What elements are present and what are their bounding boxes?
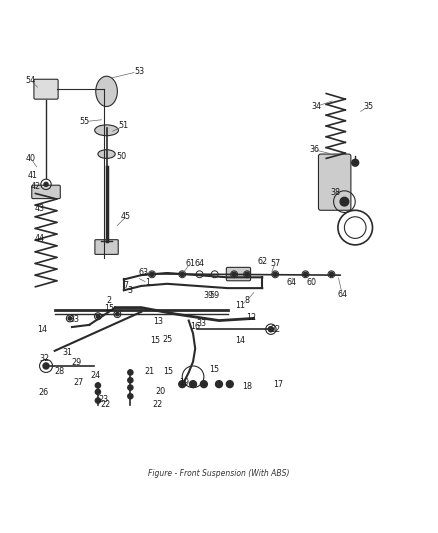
Text: 19: 19 [179, 378, 190, 387]
Text: 55: 55 [80, 117, 90, 126]
Text: 33: 33 [69, 315, 79, 324]
Text: 60: 60 [307, 278, 317, 287]
Text: 54: 54 [26, 76, 36, 85]
Text: 23: 23 [98, 395, 108, 404]
Text: 14: 14 [37, 325, 47, 334]
Text: 51: 51 [119, 122, 129, 131]
Circle shape [128, 394, 133, 399]
Text: 35: 35 [363, 102, 373, 111]
Text: 32: 32 [270, 325, 280, 334]
Text: 15: 15 [209, 365, 219, 374]
Text: 42: 42 [30, 182, 40, 191]
Text: 59: 59 [209, 292, 220, 301]
FancyBboxPatch shape [32, 185, 60, 199]
Circle shape [273, 272, 277, 277]
Text: 22: 22 [152, 400, 163, 408]
Circle shape [128, 378, 133, 383]
Text: 17: 17 [274, 379, 284, 389]
Circle shape [95, 398, 100, 403]
Text: 31: 31 [63, 348, 73, 357]
Text: 15: 15 [163, 367, 173, 376]
Text: 2: 2 [106, 296, 111, 305]
Text: 32: 32 [40, 354, 50, 362]
Text: Figure - Front Suspension (With ABS): Figure - Front Suspension (With ABS) [148, 470, 290, 479]
Text: 13: 13 [153, 317, 163, 326]
Circle shape [44, 182, 48, 187]
Text: 40: 40 [26, 154, 36, 163]
Circle shape [201, 381, 207, 387]
FancyBboxPatch shape [318, 154, 351, 211]
Text: 64: 64 [286, 278, 297, 287]
Circle shape [128, 370, 133, 375]
Text: 18: 18 [242, 382, 252, 391]
Circle shape [245, 272, 249, 277]
Text: 25: 25 [162, 335, 172, 344]
Text: 24: 24 [91, 371, 101, 380]
Text: 21: 21 [145, 367, 155, 376]
Text: 20: 20 [155, 386, 166, 395]
Text: 34: 34 [311, 102, 321, 111]
Text: 11: 11 [236, 301, 246, 310]
Text: 8: 8 [244, 296, 250, 305]
Text: 64: 64 [194, 259, 205, 268]
Ellipse shape [96, 76, 117, 107]
Text: 1: 1 [145, 278, 150, 287]
Text: 16: 16 [190, 322, 200, 330]
Text: 15: 15 [150, 336, 160, 345]
Text: 38: 38 [331, 189, 341, 198]
Text: 43: 43 [35, 204, 45, 213]
FancyBboxPatch shape [34, 79, 58, 99]
Text: 12: 12 [246, 313, 257, 322]
Circle shape [226, 381, 233, 387]
Circle shape [180, 272, 184, 277]
Circle shape [95, 389, 100, 394]
FancyBboxPatch shape [226, 268, 251, 281]
Circle shape [232, 272, 236, 277]
Text: 50: 50 [117, 152, 127, 161]
Text: 7: 7 [124, 281, 129, 290]
FancyBboxPatch shape [95, 240, 118, 254]
Circle shape [96, 314, 100, 318]
Text: 41: 41 [28, 171, 38, 180]
Circle shape [215, 381, 223, 387]
Circle shape [128, 385, 133, 390]
Circle shape [179, 381, 186, 387]
Circle shape [190, 381, 197, 387]
Text: 57: 57 [270, 259, 280, 268]
Text: 22: 22 [101, 400, 111, 408]
Circle shape [329, 272, 334, 277]
Circle shape [116, 312, 119, 316]
Text: 64: 64 [337, 290, 347, 299]
Text: 33: 33 [197, 319, 207, 328]
Text: 29: 29 [71, 358, 81, 367]
Text: 14: 14 [235, 336, 245, 345]
Ellipse shape [98, 150, 115, 158]
Text: 44: 44 [35, 234, 45, 243]
Text: 63: 63 [138, 269, 148, 278]
Text: 3: 3 [128, 286, 133, 295]
Text: 62: 62 [257, 257, 267, 266]
Circle shape [43, 363, 49, 369]
Circle shape [95, 383, 100, 388]
Text: 15: 15 [104, 304, 114, 313]
Text: 26: 26 [39, 388, 49, 397]
Text: 61: 61 [185, 259, 195, 268]
Circle shape [68, 317, 71, 320]
Text: 36: 36 [309, 145, 319, 154]
Circle shape [340, 197, 349, 206]
Text: 39: 39 [203, 292, 213, 301]
Text: 27: 27 [73, 378, 84, 387]
Circle shape [304, 272, 307, 277]
Text: 45: 45 [121, 212, 131, 221]
Text: 53: 53 [134, 67, 144, 76]
Ellipse shape [95, 125, 118, 136]
Text: 28: 28 [54, 367, 64, 376]
Circle shape [150, 272, 154, 277]
Circle shape [352, 159, 359, 166]
Circle shape [268, 327, 273, 332]
